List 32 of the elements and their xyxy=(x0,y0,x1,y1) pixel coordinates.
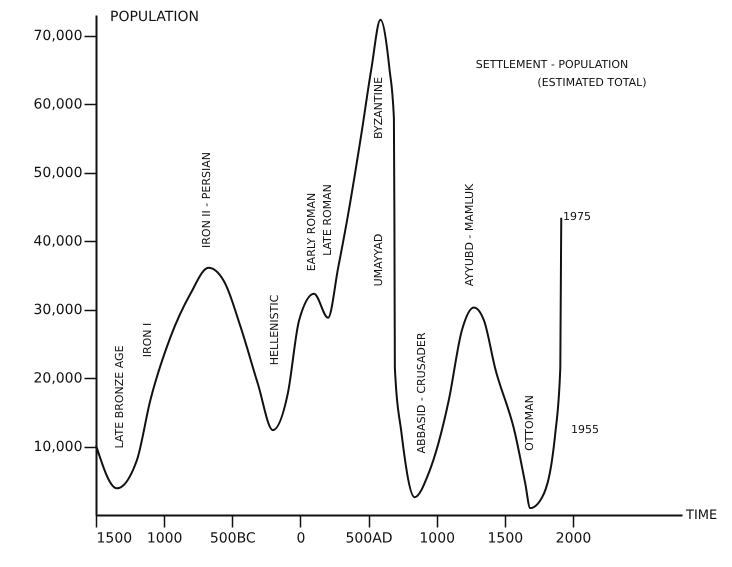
annotation: LATE BRONZE AGE xyxy=(113,345,126,449)
annotation: AYYUBD - MAMLUK xyxy=(463,182,476,286)
y-tick-label: 40,000 xyxy=(34,234,82,250)
annotation: 1975 xyxy=(563,210,591,223)
annotation: BYZANTINE xyxy=(372,76,385,140)
x-tick-label: 1000 xyxy=(146,530,182,546)
annotation: IRON II - PERSIAN xyxy=(200,152,213,248)
annotation: EARLY ROMAN xyxy=(305,192,318,272)
x-tick-label: 1500 xyxy=(488,530,524,546)
y-tick-label: 70,000 xyxy=(34,28,82,44)
annotation: OTTOMAN xyxy=(523,395,536,451)
text: SETTLEMENT - POPULATION xyxy=(476,58,628,71)
x-axis-title: TIME xyxy=(685,508,718,523)
x-tick-label: 500AD xyxy=(346,530,393,546)
y-axis-title: POPULATION xyxy=(110,9,199,25)
y-tick-label: 60,000 xyxy=(34,96,82,113)
annotation: LATE ROMAN xyxy=(321,184,334,256)
annotation: HELLENISTIC xyxy=(268,294,281,366)
annotation: 1955 xyxy=(571,423,599,436)
annotation: IRON I xyxy=(141,322,154,358)
x-tick-label: 1500 xyxy=(96,530,132,546)
x-tick-label: 1000 xyxy=(419,530,456,546)
y-tick-label: 50,000 xyxy=(34,165,82,182)
annotation: ABBASID - CRUSADER xyxy=(415,332,428,454)
annotation: UMAYYAD xyxy=(372,234,385,286)
x-tick-label: 2000 xyxy=(556,530,592,546)
text: (ESTIMATED TOTAL) xyxy=(537,76,647,89)
x-tick-label: 500BC xyxy=(210,530,256,546)
y-tick-label: 30,000 xyxy=(34,302,82,318)
y-tick-label: 10,000 xyxy=(34,439,82,456)
x-tick-label: 0 xyxy=(296,530,306,546)
y-tick-label: 20,000 xyxy=(34,370,82,387)
